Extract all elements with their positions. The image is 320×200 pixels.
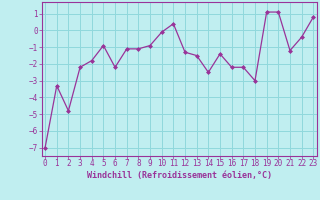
X-axis label: Windchill (Refroidissement éolien,°C): Windchill (Refroidissement éolien,°C) — [87, 171, 272, 180]
